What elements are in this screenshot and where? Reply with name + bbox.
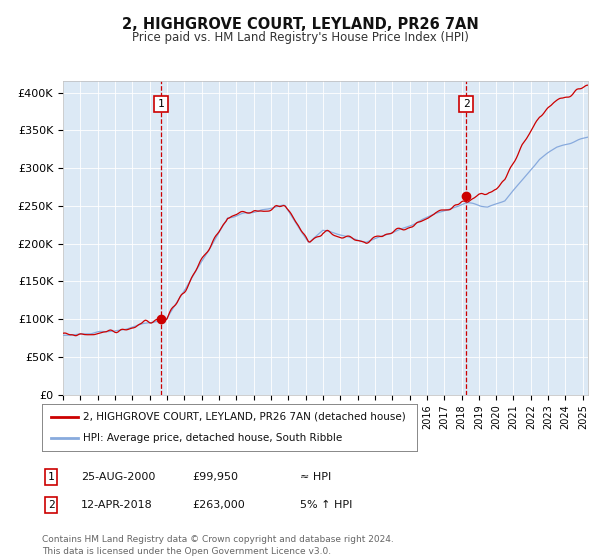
Text: Price paid vs. HM Land Registry's House Price Index (HPI): Price paid vs. HM Land Registry's House … <box>131 31 469 44</box>
Text: 2, HIGHGROVE COURT, LEYLAND, PR26 7AN (detached house): 2, HIGHGROVE COURT, LEYLAND, PR26 7AN (d… <box>83 412 406 422</box>
Text: ≈ HPI: ≈ HPI <box>300 472 331 482</box>
Text: 25-AUG-2000: 25-AUG-2000 <box>81 472 155 482</box>
Text: Contains HM Land Registry data © Crown copyright and database right 2024.
This d: Contains HM Land Registry data © Crown c… <box>42 535 394 556</box>
Text: 5% ↑ HPI: 5% ↑ HPI <box>300 500 352 510</box>
Text: 2, HIGHGROVE COURT, LEYLAND, PR26 7AN: 2, HIGHGROVE COURT, LEYLAND, PR26 7AN <box>122 17 478 32</box>
Text: 2: 2 <box>47 500 55 510</box>
Text: 2: 2 <box>463 99 470 109</box>
Text: 1: 1 <box>47 472 55 482</box>
Text: 12-APR-2018: 12-APR-2018 <box>81 500 153 510</box>
Text: 1: 1 <box>158 99 164 109</box>
Text: £263,000: £263,000 <box>192 500 245 510</box>
Text: £99,950: £99,950 <box>192 472 238 482</box>
Text: HPI: Average price, detached house, South Ribble: HPI: Average price, detached house, Sout… <box>83 433 343 444</box>
